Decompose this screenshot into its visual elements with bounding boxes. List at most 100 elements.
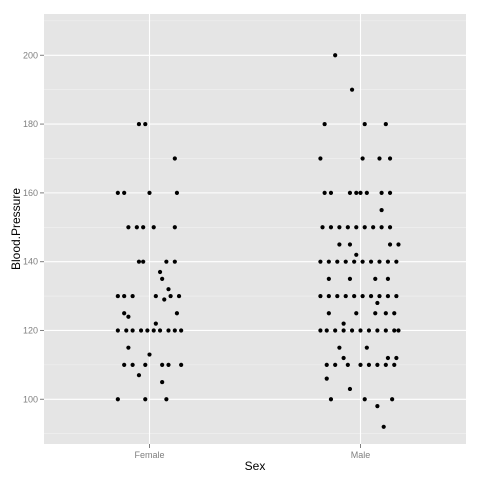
data-point <box>326 276 331 281</box>
data-point <box>387 242 393 247</box>
data-point <box>333 53 338 58</box>
data-point <box>375 362 380 367</box>
data-point <box>326 311 331 316</box>
data-point <box>341 355 346 361</box>
data-point <box>326 293 331 299</box>
data-point <box>179 328 184 333</box>
data-point <box>375 300 380 306</box>
data-point <box>115 293 120 299</box>
data-point <box>345 362 350 367</box>
data-point <box>347 386 353 392</box>
data-point <box>343 259 348 264</box>
data-point <box>383 328 388 333</box>
data-point <box>362 397 367 402</box>
y-tick-label: 200 <box>23 50 38 60</box>
data-point <box>358 328 363 333</box>
data-point <box>134 225 139 230</box>
data-point <box>126 225 131 230</box>
data-point <box>354 311 359 316</box>
x-tick-label: Female <box>134 450 164 460</box>
data-point <box>136 121 142 127</box>
y-tick-label: 120 <box>23 325 38 335</box>
data-point <box>324 362 329 367</box>
data-point <box>394 259 399 264</box>
data-point <box>318 259 323 264</box>
data-point <box>145 328 150 333</box>
data-point <box>160 362 165 367</box>
data-point <box>360 259 365 264</box>
data-point <box>179 362 184 367</box>
data-point <box>341 321 346 326</box>
data-point <box>136 259 142 264</box>
data-point <box>352 259 357 264</box>
data-point <box>347 242 353 247</box>
data-point <box>347 276 353 281</box>
data-point <box>143 121 148 127</box>
data-point <box>320 225 325 230</box>
data-point <box>385 355 391 361</box>
data-point <box>349 87 355 92</box>
data-point <box>174 190 180 195</box>
data-point <box>115 328 120 333</box>
data-point <box>387 225 393 230</box>
data-point <box>124 328 129 333</box>
data-point <box>333 328 338 333</box>
y-axis: 100 120 140 160 180 200 <box>23 50 44 404</box>
data-point <box>328 397 334 402</box>
data-point <box>328 225 334 230</box>
data-point <box>168 293 173 299</box>
data-point <box>333 362 338 367</box>
data-point <box>324 328 329 333</box>
data-point <box>381 424 386 429</box>
data-point <box>362 121 367 127</box>
data-point <box>373 311 378 316</box>
data-point <box>130 328 135 333</box>
data-point <box>392 362 397 367</box>
data-point <box>122 293 127 299</box>
data-point <box>375 404 380 409</box>
data-point <box>345 225 350 230</box>
data-point <box>368 259 374 264</box>
y-axis-title: Blood.Pressure <box>9 188 23 270</box>
data-point <box>373 276 378 281</box>
data-point <box>138 328 144 333</box>
data-point <box>130 293 135 299</box>
data-point <box>143 397 148 402</box>
data-point <box>394 355 399 361</box>
data-point <box>366 362 372 367</box>
y-tick-label: 180 <box>23 119 38 129</box>
data-point <box>172 156 177 161</box>
y-tick-label: 140 <box>23 257 38 267</box>
data-point <box>368 293 374 299</box>
x-axis: Female Male <box>134 444 370 460</box>
data-point <box>366 328 372 333</box>
data-point <box>166 287 171 292</box>
data-point <box>394 293 399 299</box>
data-point <box>122 190 127 195</box>
data-point <box>141 225 146 230</box>
data-point <box>318 293 323 299</box>
data-point <box>358 190 363 195</box>
data-point <box>358 362 363 367</box>
data-point <box>160 379 165 385</box>
data-point <box>341 328 346 333</box>
data-point <box>337 242 342 247</box>
data-point <box>360 156 365 161</box>
data-point <box>172 225 177 230</box>
data-point <box>130 362 135 367</box>
data-point <box>164 259 169 264</box>
data-point <box>324 376 329 381</box>
data-point <box>354 225 359 230</box>
data-point <box>375 328 380 333</box>
data-point <box>176 293 182 299</box>
data-point <box>371 225 376 230</box>
data-point <box>379 207 384 213</box>
data-point <box>364 190 369 195</box>
data-point <box>328 190 334 195</box>
data-point <box>396 328 401 333</box>
data-point <box>377 156 382 161</box>
data-point <box>318 156 323 161</box>
x-axis-title: Sex <box>245 459 266 473</box>
data-point <box>347 190 353 195</box>
data-point <box>387 190 393 195</box>
